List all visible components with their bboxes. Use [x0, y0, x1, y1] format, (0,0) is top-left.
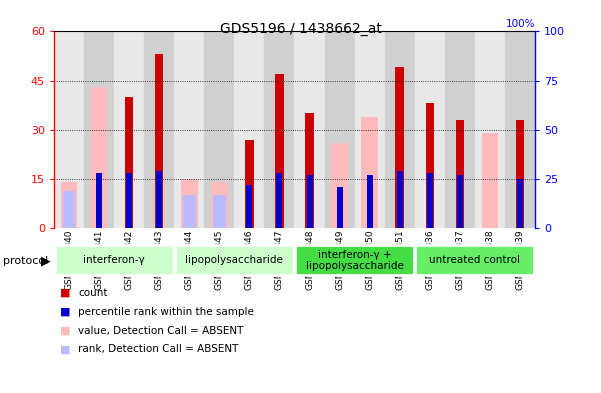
Bar: [234, 31, 264, 228]
FancyBboxPatch shape: [415, 245, 534, 275]
Bar: [276, 173, 282, 228]
Bar: [54, 31, 84, 228]
FancyBboxPatch shape: [175, 245, 294, 275]
Bar: [91, 87, 108, 228]
Bar: [355, 31, 385, 228]
Text: interferon-γ: interferon-γ: [84, 255, 145, 265]
Text: count: count: [78, 288, 108, 298]
Bar: [96, 173, 102, 228]
Bar: [457, 175, 463, 228]
Bar: [367, 175, 373, 228]
Text: untreated control: untreated control: [429, 255, 520, 265]
Text: percentile rank within the sample: percentile rank within the sample: [78, 307, 254, 317]
Bar: [475, 31, 505, 228]
FancyBboxPatch shape: [55, 245, 174, 275]
Bar: [211, 182, 228, 228]
Bar: [114, 31, 144, 228]
Bar: [427, 173, 433, 228]
FancyBboxPatch shape: [295, 245, 414, 275]
Text: 100%: 100%: [505, 20, 535, 29]
Bar: [307, 175, 313, 228]
Text: ■: ■: [60, 325, 70, 336]
Bar: [61, 182, 78, 228]
Bar: [144, 31, 174, 228]
Bar: [204, 31, 234, 228]
Bar: [395, 68, 404, 228]
Bar: [337, 187, 343, 228]
Bar: [481, 133, 498, 228]
Bar: [385, 31, 415, 228]
Text: rank, Detection Call = ABSENT: rank, Detection Call = ABSENT: [78, 344, 239, 354]
Text: interferon-γ +
lipopolysaccharide: interferon-γ + lipopolysaccharide: [306, 250, 403, 271]
Bar: [183, 195, 196, 228]
Bar: [126, 173, 132, 228]
Bar: [325, 31, 355, 228]
Bar: [397, 171, 403, 228]
Bar: [445, 31, 475, 228]
Bar: [213, 195, 226, 228]
Bar: [275, 74, 284, 228]
Bar: [517, 179, 523, 228]
Text: value, Detection Call = ABSENT: value, Detection Call = ABSENT: [78, 325, 243, 336]
Text: ■: ■: [60, 307, 70, 317]
Bar: [156, 171, 162, 228]
Bar: [361, 117, 378, 228]
Bar: [174, 31, 204, 228]
Bar: [125, 97, 133, 228]
Bar: [294, 31, 325, 228]
Bar: [516, 120, 524, 228]
Text: lipopolysaccharide: lipopolysaccharide: [186, 255, 283, 265]
Bar: [505, 31, 535, 228]
Bar: [426, 103, 434, 228]
Bar: [305, 113, 314, 228]
Text: protocol: protocol: [3, 255, 48, 266]
Bar: [246, 185, 252, 228]
Bar: [415, 31, 445, 228]
Bar: [331, 143, 348, 228]
Bar: [84, 31, 114, 228]
Bar: [155, 54, 163, 228]
Bar: [181, 179, 198, 228]
Text: ■: ■: [60, 344, 70, 354]
Bar: [264, 31, 294, 228]
Text: GDS5196 / 1438662_at: GDS5196 / 1438662_at: [219, 22, 382, 36]
Text: ■: ■: [60, 288, 70, 298]
Bar: [456, 120, 464, 228]
Text: ▶: ▶: [41, 254, 50, 267]
Bar: [245, 140, 254, 228]
Bar: [63, 191, 76, 228]
